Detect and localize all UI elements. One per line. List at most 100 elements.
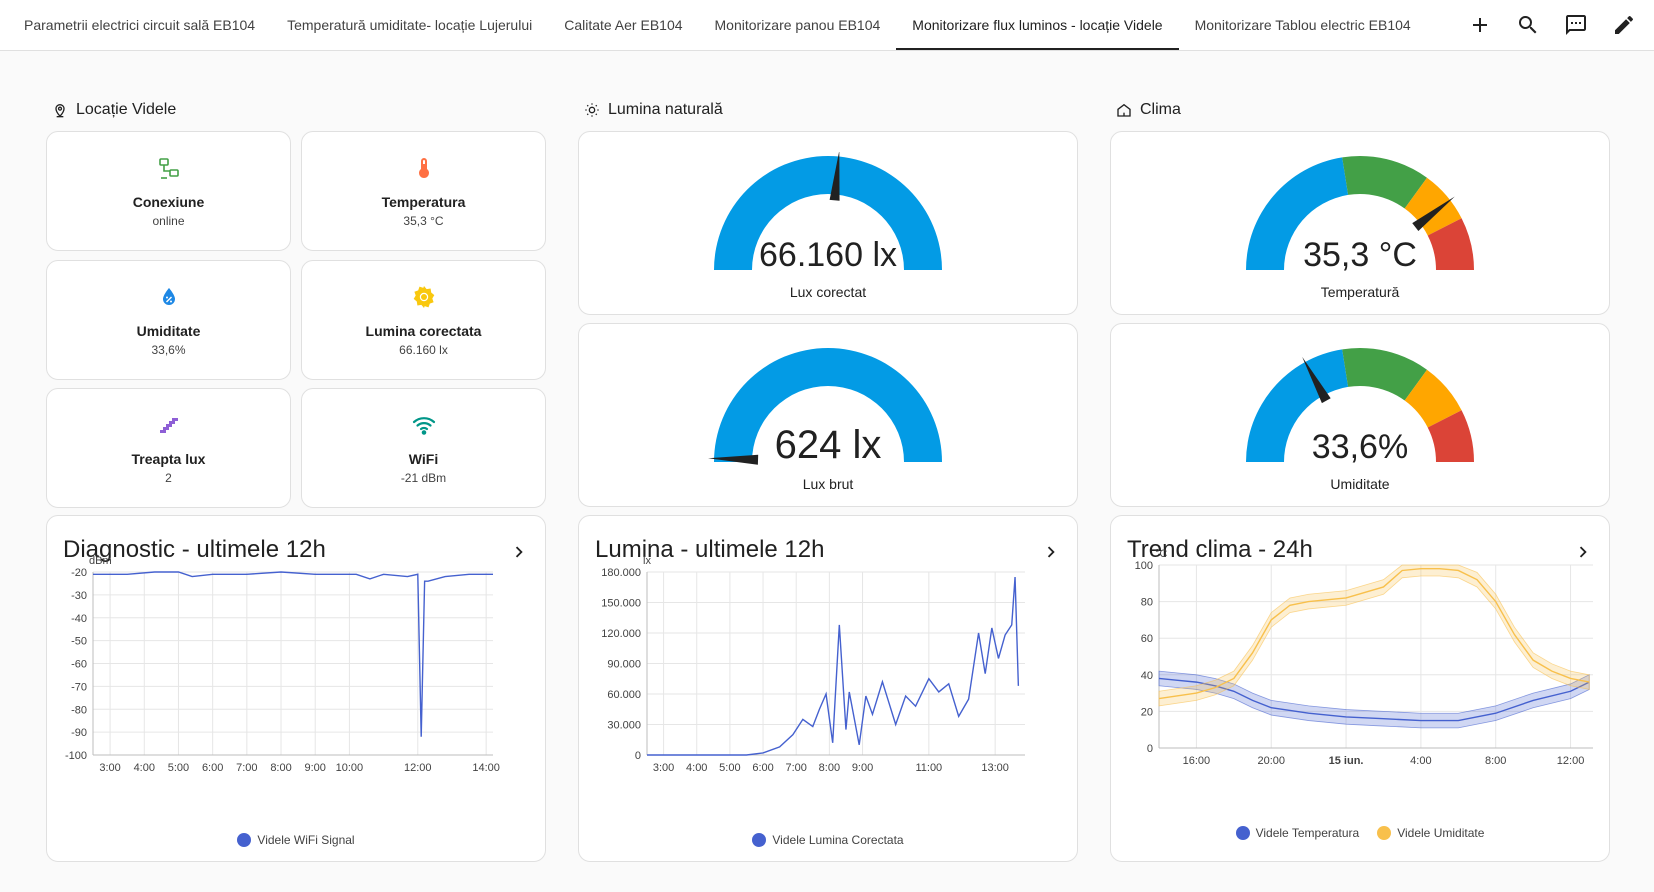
y-axis-label: dBm [89, 555, 112, 567]
section-title-light: Lumina naturală [578, 92, 1078, 128]
y-tick-label: -70 [71, 681, 87, 693]
x-tick-label: 10:00 [336, 762, 364, 774]
chart-more-button[interactable] [505, 538, 533, 566]
tile-name: Conexiune [132, 194, 205, 210]
series-line [93, 571, 493, 737]
y-tick-label: 100 [1135, 560, 1153, 572]
y-tick-label: 30.000 [607, 720, 641, 732]
x-tick-label: 7:00 [785, 762, 806, 774]
y-tick-label: 0 [1147, 743, 1153, 755]
tile-umiditate[interactable]: Umiditate 33,6% [46, 260, 291, 380]
gauge-svg: 35,3 °C [1246, 156, 1474, 274]
edit-icon [1615, 15, 1634, 35]
x-tick-label: 11:00 [915, 762, 942, 774]
gauge-value: 66.160 lx [759, 236, 897, 274]
gauge-arc [714, 156, 942, 270]
chart-legend: Videle WiFi Signal [47, 833, 545, 847]
assist-button[interactable] [1560, 9, 1592, 41]
tile-state: 66.160 lx [399, 343, 448, 357]
chart-title: Diagnostic - ultimele 12h [63, 536, 326, 563]
tab-calitate-aer[interactable]: Calitate Aer EB104 [564, 17, 683, 33]
home-icon [1117, 103, 1131, 117]
gauge-temperatura[interactable]: 35,3 °C Temperatură [1110, 131, 1610, 315]
legend-label: Videle Umiditate [1397, 826, 1485, 840]
series-band [1158, 564, 1590, 707]
tab-parametrii-electrici[interactable]: Parametrii electrici circuit sală EB104 [24, 17, 256, 33]
chart-card-lumina: Lumina - ultimele 12h 180.000 150.000 120.… [578, 515, 1078, 862]
toolbar-actions [1464, 0, 1640, 50]
y-tick-label: 40 [1141, 670, 1153, 682]
legend-item[interactable]: Videle Umiditate [1377, 826, 1484, 840]
gauge-needle [708, 454, 759, 465]
y-tick-label: 120.000 [601, 628, 641, 640]
sun-icon [585, 103, 599, 117]
gauge-umiditate[interactable]: 33,6% Umiditate [1110, 323, 1610, 507]
y-tick-label: 80 [1141, 597, 1153, 609]
gauge-lux-corectat[interactable]: 66.160 lx Lux corectat [578, 131, 1078, 315]
y-tick-label: -60 [71, 659, 87, 671]
tile-wifi[interactable]: WiFi -21 dBm [301, 388, 546, 508]
tile-name: Umiditate [136, 323, 201, 339]
gauge-svg: 66.160 lx [714, 152, 942, 274]
tile-temperatura[interactable]: Temperatura 35,3 °C [301, 131, 546, 251]
tab-tablou-electric[interactable]: Monitorizare Tablou electric EB104 [1194, 17, 1411, 33]
gauge-segment [1404, 369, 1462, 428]
water-percent-icon [157, 285, 181, 309]
legend-item[interactable]: Videle WiFi Signal [237, 833, 355, 847]
add-button[interactable] [1464, 9, 1496, 41]
section-title-text: Locație Videle [76, 101, 177, 118]
x-tick-label: 3:00 [99, 762, 120, 774]
y-tick-label: 180.000 [601, 567, 641, 579]
search-button[interactable] [1512, 9, 1544, 41]
tile-name: Treapta lux [131, 451, 206, 467]
chart-card-diagnostic: Diagnostic - ultimele 12h -20 -30 -40 -50 -6… [46, 515, 546, 862]
tile-lumina-corectata[interactable]: Lumina corectata 66.160 lx [301, 260, 546, 380]
chevron-right-icon [1579, 546, 1587, 558]
x-tick-label: 6:00 [752, 762, 773, 774]
tile-conexiune[interactable]: Conexiune online [46, 131, 291, 251]
x-tick-label: 4:00 [1410, 755, 1431, 767]
assist-icon [1566, 15, 1586, 35]
chart-card-trend: Trend clima - 24h 100 80 60 40 20 0 16:00 20:00… [1110, 515, 1610, 862]
tile-treapta-lux[interactable]: Treapta lux 2 [46, 388, 291, 508]
chart-more-button[interactable] [1569, 538, 1597, 566]
gauge-needle [1302, 356, 1331, 404]
y-tick-label: 150.000 [601, 598, 641, 610]
y-tick-label: -30 [71, 590, 87, 602]
tab-temperatura-umiditate[interactable]: Temperatură umiditate- locație Lujerului [287, 17, 533, 33]
x-tick-label: 12:00 [1557, 755, 1585, 767]
tab-flux-luminos[interactable]: Monitorizare flux luminos - locație Vide… [896, 0, 1179, 50]
chart-legend: Videle Temperatura Videle Umiditate [1111, 826, 1609, 840]
x-tick-label: 8:00 [270, 762, 291, 774]
gauge-segment [1342, 348, 1428, 401]
y-tick-label: -40 [71, 613, 87, 625]
chart-plot: 100 80 60 40 20 0 16:00 20:00 15 iun. 4:00 8:00 12:… [1135, 548, 1593, 767]
x-tick-label: 8:00 [1485, 755, 1506, 767]
y-tick-label: -80 [71, 704, 87, 716]
legend-dot [1377, 826, 1392, 840]
x-tick-label: 13:00 [981, 762, 1009, 774]
x-tick-label: 6:00 [202, 762, 223, 774]
gauge-segment [1342, 156, 1428, 209]
legend-label: Videle Temperatura [1255, 826, 1360, 840]
chart-plot: -20 -30 -40 -50 -60 -70 -80 -90 -100 3:00 4:00 5:00… [65, 555, 500, 774]
x-tick-label: 5:00 [168, 762, 189, 774]
chart-more-button[interactable] [1037, 538, 1065, 566]
legend-item[interactable]: Videle Lumina Corectata [752, 833, 904, 847]
tab-monitorizare-panou[interactable]: Monitorizare panou EB104 [714, 17, 881, 33]
tile-name: Lumina corectata [365, 323, 482, 339]
gauge-segment [1246, 157, 1349, 270]
gauge-segment [1427, 410, 1474, 462]
x-tick-label: 14:00 [472, 762, 500, 774]
edit-button[interactable] [1608, 9, 1640, 41]
y-tick-label: 60.000 [607, 689, 641, 701]
gauge-lux-brut[interactable]: 624 lx Lux brut [578, 323, 1078, 507]
legend-dot [237, 833, 252, 847]
legend-dot [752, 833, 767, 847]
x-tick-label: 9:00 [305, 762, 326, 774]
legend-label: Videle WiFi Signal [257, 833, 355, 847]
legend-item[interactable]: Videle Temperatura [1235, 826, 1360, 840]
gauge-value: 33,6% [1312, 428, 1408, 466]
section-title-location: Locație Videle [46, 92, 546, 128]
x-tick-label: 5:00 [719, 762, 740, 774]
